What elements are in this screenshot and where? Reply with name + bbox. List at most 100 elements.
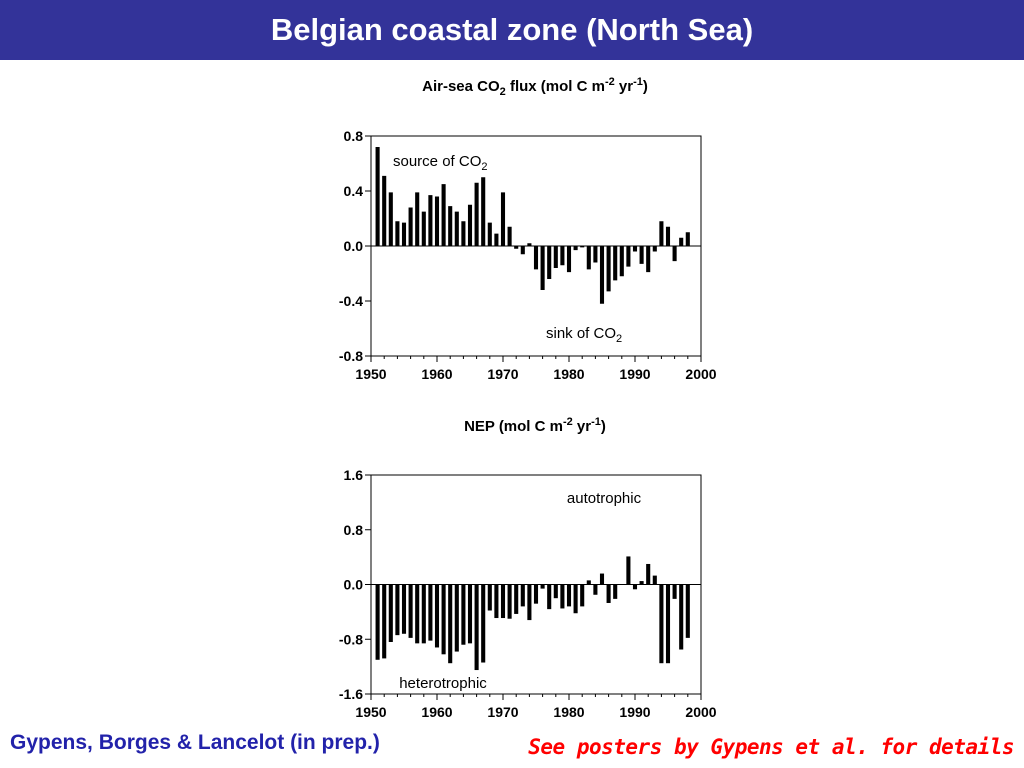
bar — [547, 246, 552, 279]
bar — [494, 233, 499, 246]
chart-title-part: Air-sea CO — [422, 78, 500, 95]
y-tick-label: -0.4 — [339, 293, 363, 309]
bar — [434, 196, 440, 246]
chart-title-part: -2 — [562, 416, 573, 428]
y-tick-label: 0.8 — [344, 522, 364, 538]
bar — [547, 584, 552, 610]
bar — [461, 221, 466, 246]
bar — [421, 211, 426, 246]
bar — [388, 192, 393, 246]
bar — [533, 584, 539, 604]
bar — [454, 211, 459, 246]
bar — [646, 246, 651, 273]
bar — [593, 584, 598, 595]
chart-title-part: -2 — [604, 76, 615, 88]
x-tick-label: 1960 — [421, 366, 452, 382]
bar — [613, 584, 618, 599]
annotation-subscript: 2 — [481, 161, 487, 173]
bar — [500, 584, 506, 619]
bar — [560, 246, 565, 266]
chart-title-part: ) — [600, 418, 606, 435]
bar — [408, 207, 413, 246]
bar — [665, 226, 671, 246]
chart-annotation: sink of CO2 — [546, 325, 622, 345]
x-tick-label: 1950 — [355, 704, 386, 720]
x-tick-label: 1980 — [553, 366, 584, 382]
bar — [415, 192, 420, 246]
bar — [560, 584, 565, 609]
bar — [500, 192, 506, 246]
bar — [646, 563, 651, 585]
y-tick-label: 1.6 — [344, 467, 364, 483]
bar — [659, 221, 664, 246]
bar — [474, 584, 479, 671]
bar — [461, 584, 466, 645]
x-tick-label: 1970 — [487, 366, 518, 382]
bar — [514, 584, 519, 614]
chart-annotation: autotrophic — [567, 490, 642, 507]
bar — [487, 584, 492, 611]
bar — [441, 584, 446, 655]
bar — [619, 246, 624, 277]
y-tick-label: 0.0 — [344, 238, 364, 254]
bar — [599, 246, 605, 304]
bar — [375, 584, 380, 660]
chart-title-part: -1 — [591, 416, 601, 428]
y-tick-label: -1.6 — [339, 686, 363, 702]
y-tick-label: -0.8 — [339, 348, 363, 364]
bar — [448, 584, 453, 664]
bar — [639, 581, 644, 585]
posters-note: See posters by Gypens et al. for details — [528, 735, 1014, 759]
bar — [507, 584, 512, 619]
co2-flux-chart: Air-sea CO2 flux (mol C m-2 yr-1) 0.8 0.4… — [0, 72, 1024, 392]
x-tick-label: 1980 — [553, 704, 584, 720]
annotation-text: sink of CO — [546, 325, 616, 342]
bar — [487, 222, 492, 246]
annotation-text: heterotrophic — [399, 675, 487, 692]
bar — [672, 584, 677, 599]
bar — [401, 222, 407, 246]
y-tick-label: 0.4 — [344, 183, 364, 199]
chart-title-part: yr — [572, 418, 592, 435]
y-tick-label: 0.0 — [344, 577, 364, 593]
chart-title-part: ) — [642, 78, 648, 95]
bar — [553, 246, 558, 268]
x-tick-label: 1990 — [619, 366, 650, 382]
bar — [679, 237, 684, 246]
x-tick-label: 1970 — [487, 704, 518, 720]
bar — [553, 584, 558, 599]
x-tick-label: 2000 — [685, 704, 716, 720]
bar — [520, 246, 525, 255]
chart-annotation: heterotrophic — [399, 675, 487, 692]
annotation-text: source of CO — [393, 153, 481, 170]
chart-annotation: source of CO2 — [393, 153, 488, 173]
bar — [593, 246, 598, 263]
chart-title: NEP (mol C m-2 yr-1) — [300, 416, 770, 435]
bar — [652, 575, 657, 585]
bar — [421, 584, 426, 644]
bar — [540, 584, 545, 589]
bar — [606, 584, 611, 603]
co2-flux-plot: 0.8 0.4 0.0 -0.4 -0.8 1950 1960 1970 1980 1990 200… — [339, 128, 717, 382]
x-tick-label: 1950 — [355, 366, 386, 382]
bar — [382, 584, 387, 659]
bar — [395, 584, 400, 636]
bar — [467, 584, 473, 644]
bar — [514, 246, 519, 249]
nep-chart: NEP (mol C m-2 yr-1) 1.6 0.8 0.0 -0.8 -1.6 19… — [0, 412, 1024, 722]
bar — [507, 226, 512, 246]
bar — [375, 147, 380, 246]
bar — [586, 246, 591, 270]
y-tick-label: 0.8 — [344, 128, 364, 144]
bar — [573, 584, 578, 614]
page-title: Belgian coastal zone (North Sea) — [0, 0, 1024, 60]
bar — [395, 221, 400, 246]
bar — [474, 182, 479, 246]
bar — [665, 584, 671, 664]
bar — [679, 584, 684, 650]
bar — [566, 246, 572, 273]
bar — [613, 246, 618, 281]
bar — [632, 584, 638, 590]
bar — [441, 184, 446, 246]
bar — [454, 584, 459, 652]
